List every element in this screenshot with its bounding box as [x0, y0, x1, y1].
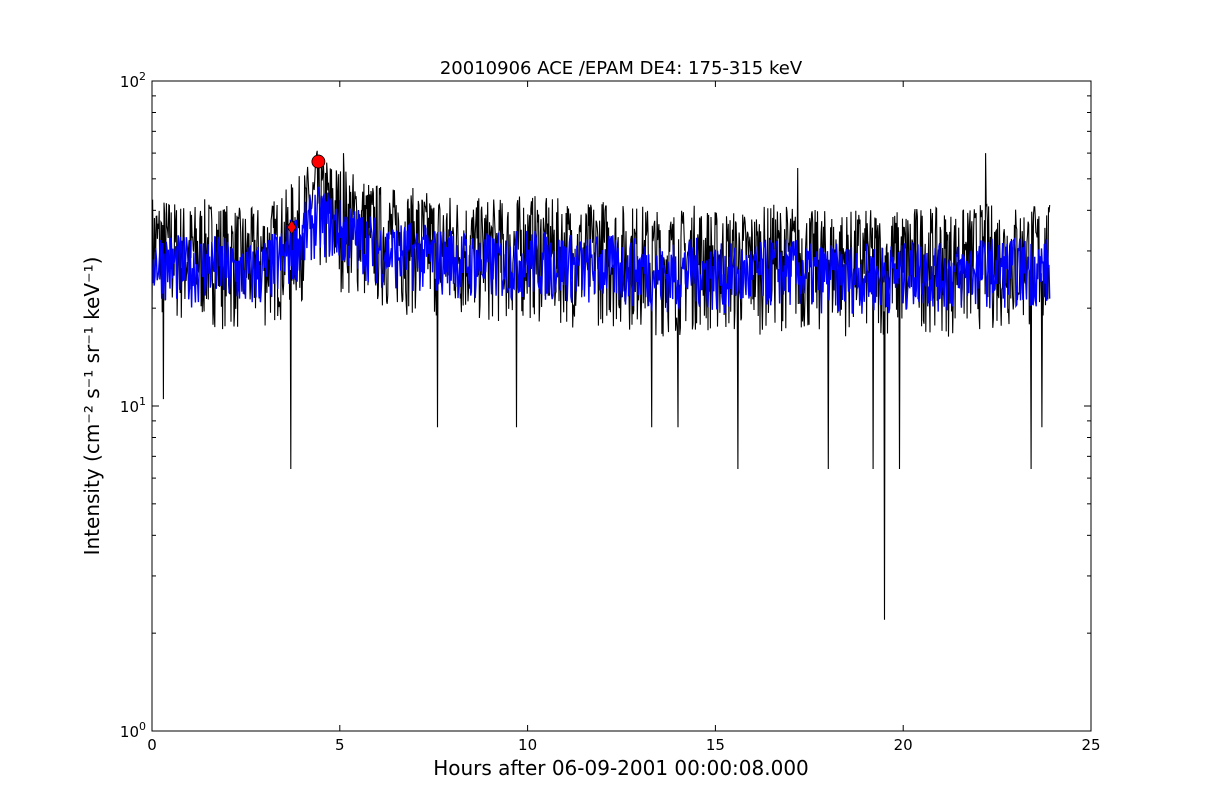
marker-diamond-0: [286, 219, 297, 235]
x-tick-label: 10: [518, 736, 537, 754]
x-tick-label: 20: [894, 736, 913, 754]
x-tick-label: 0: [147, 736, 157, 754]
axes: 0 5 10 15 20 25 100 101 102: [120, 70, 1101, 754]
plot-frame: [151, 80, 1092, 732]
chart-title: 20010906 ACE /EPAM DE4: 175-315 keV: [440, 58, 803, 79]
x-tick-label: 15: [706, 736, 725, 754]
y-tick-label: 102: [120, 70, 146, 91]
plot-area: [152, 150, 1051, 620]
x-tick-label: 5: [335, 736, 345, 754]
series-line-0: [152, 150, 1051, 620]
series-line-1: [152, 186, 1051, 314]
marker-circle-1: [311, 154, 326, 169]
y-tick-label: 100: [120, 720, 146, 741]
y-axis-label: Intensity (cm⁻² s⁻¹ sr⁻¹ keV⁻¹): [80, 257, 104, 556]
y-tick-label: 101: [120, 395, 146, 416]
x-tick-label: 25: [1081, 736, 1100, 754]
x-axis-label: Hours after 06-09-2001 00:00:08.000: [433, 756, 809, 780]
